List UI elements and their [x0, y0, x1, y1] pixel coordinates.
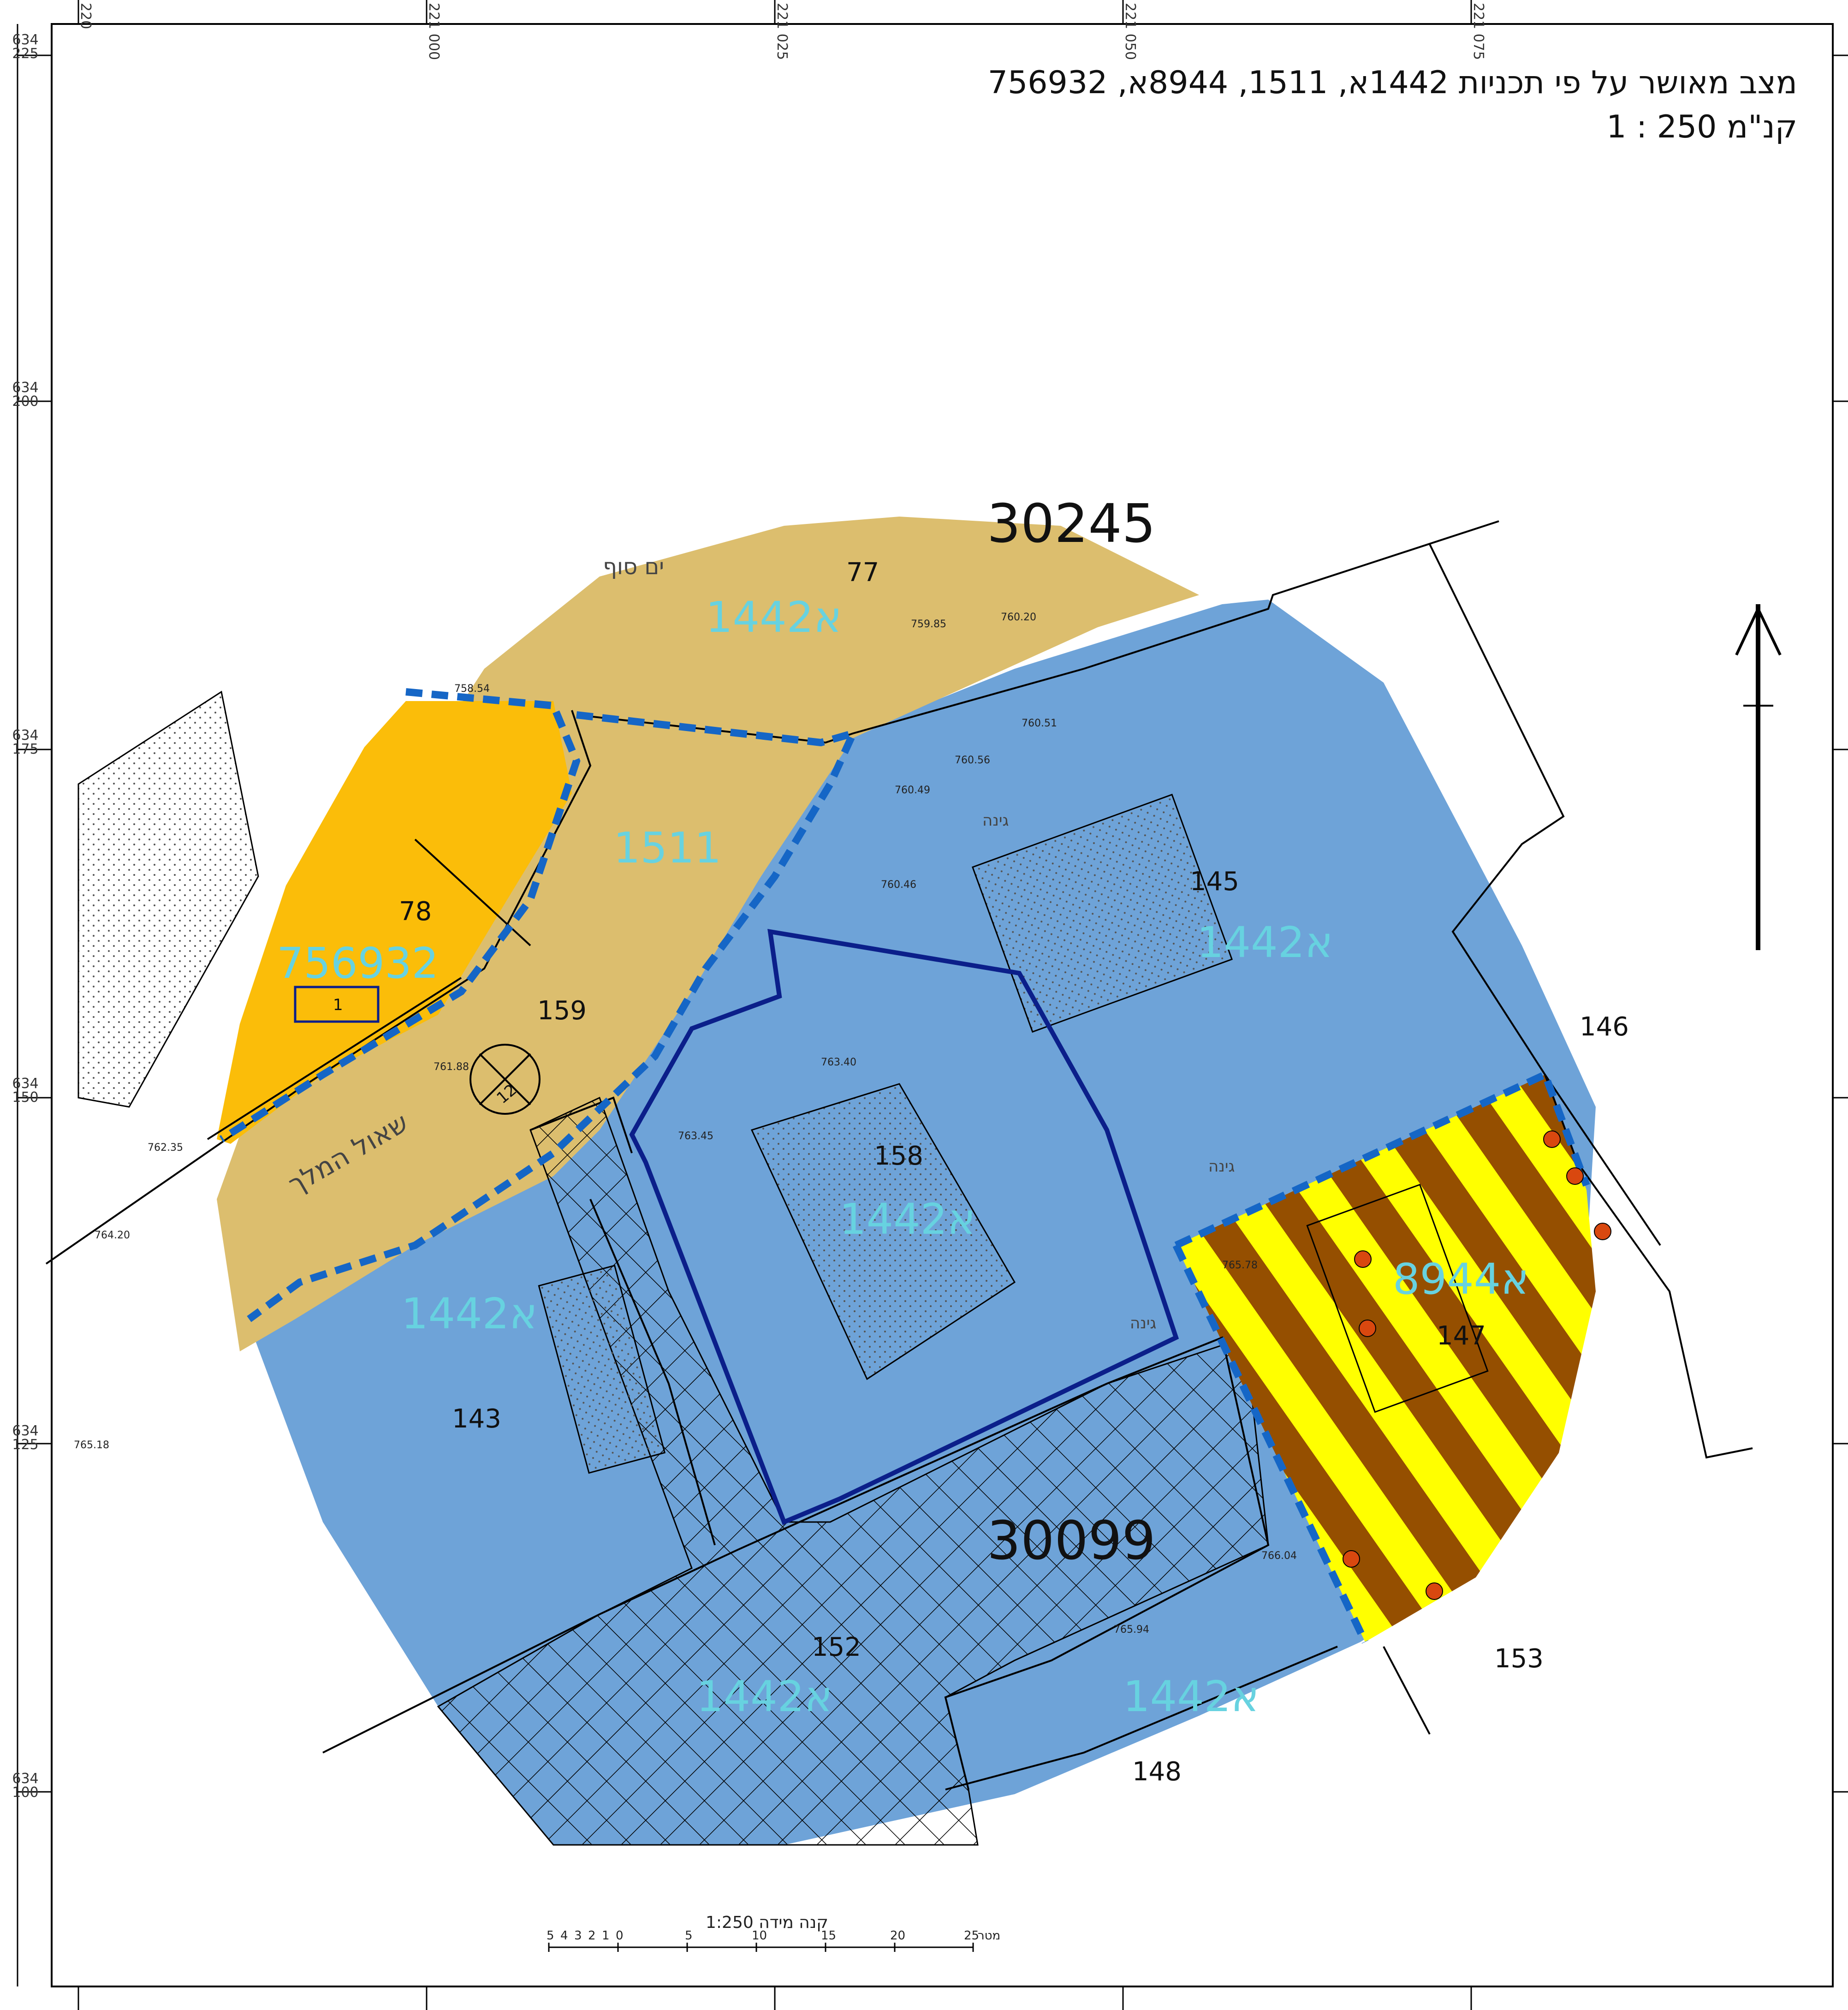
scale-tick-8: 10 [752, 1929, 767, 1943]
grid-label-top-5: 221 075 [1470, 3, 1486, 60]
unit-box [294, 986, 380, 1023]
map-scale-subtitle: קנ"מ 250 : 1 [1606, 109, 1797, 145]
parcel-77: 77 [846, 558, 879, 588]
elevation-12: 762.35 [148, 1142, 183, 1154]
grid-label-left-4: 634 150 [12, 1076, 39, 1106]
elevation-15: 766.04 [1261, 1550, 1297, 1562]
elevation-10: 758.54 [454, 683, 490, 695]
parcel-148: 148 [1132, 1757, 1182, 1787]
grid-label-top-3: 221 025 [774, 3, 790, 60]
parcel-152: 152 [812, 1632, 861, 1662]
grid-ticks [18, 0, 1848, 2010]
grid-label-left-5: 634 125 [12, 1423, 39, 1453]
elevation-5: 763.40 [821, 1057, 856, 1068]
scale-unit: מטר [978, 1929, 1000, 1943]
plan-label-1442-east: 1442א [1197, 918, 1333, 967]
elevation-2: 760.56 [955, 755, 990, 766]
north-arrow [1735, 604, 1782, 950]
grid-label-top-1: 220 [77, 3, 94, 30]
plan-boundaries [219, 688, 1590, 1644]
elevation-14: 765.18 [74, 1439, 109, 1451]
grid-label-left-2: 634 200 [12, 380, 39, 410]
parcel-153: 153 [1494, 1644, 1544, 1674]
tree-markers [1343, 1130, 1611, 1600]
scale-tick-7: 5 [685, 1929, 693, 1943]
elevation-labels: 760.51 760.56 760.49 760.46 763.40 763.4… [74, 612, 1297, 1635]
scale-tick-5: 1 [602, 1929, 610, 1943]
plan-label-1511: 1511 [613, 823, 721, 873]
parcel-146: 146 [1580, 1012, 1629, 1042]
grid-label-left-6: 634 100 [12, 1771, 39, 1801]
parcel-158: 158 [874, 1141, 923, 1171]
elevation-9: 759.85 [911, 618, 946, 630]
map-title: מצב מאושר על פי תכניות 1442א, 1511, 8944… [987, 65, 1797, 101]
parcel-143: 143 [452, 1404, 501, 1434]
plan-label-1442-north: 1442א [706, 593, 842, 642]
scale-text: קנה מידה 1:250 5 4 3 2 1 0 5 10 15 20 25… [547, 1913, 1000, 1943]
zone-8944 [1176, 1075, 1596, 1642]
elevation-11: 761.88 [434, 1061, 469, 1073]
scale-tick-11: 25 [964, 1929, 979, 1943]
hatched-area [437, 1096, 1269, 1846]
block-30245-label: 30245 [987, 493, 1156, 555]
scale-tick-9: 15 [821, 1929, 836, 1943]
zone-756932 [217, 701, 572, 1144]
plan-label-1442-west: 1442א [401, 1289, 538, 1338]
plan-labels: 1442א 1442א 1442א 1442א 1442א 1442א 1511… [277, 593, 1529, 1721]
scale-tick-4: 2 [588, 1929, 596, 1943]
scale-tick-3: 3 [574, 1929, 582, 1943]
scale-caption: קנה מידה 1:250 [706, 1913, 828, 1932]
elevation-8: 760.20 [1001, 612, 1036, 623]
plan-label-1442-center: 1442א [839, 1195, 976, 1244]
label-ginna-3: גינה [982, 811, 1009, 830]
road-lines [45, 520, 1753, 1790]
grid-label-top-4: 221 050 [1122, 3, 1138, 60]
scale-tick-10: 20 [890, 1929, 905, 1943]
parcel-159: 159 [537, 996, 587, 1026]
map-frame [51, 23, 1834, 1987]
plan-label-8944: 8944א [1393, 1255, 1529, 1304]
block-30099-label: 30099 [987, 1510, 1156, 1572]
elevation-13: 764.20 [95, 1230, 130, 1241]
circle-marker [469, 1044, 541, 1115]
elevation-16: 765.94 [1114, 1624, 1149, 1635]
label-ginna-2: גינה [1208, 1157, 1235, 1176]
scale-bar [548, 1943, 974, 1952]
building-footprints [77, 690, 1489, 1474]
scale-tick-2: 4 [560, 1929, 568, 1943]
label-ginna-1: גינה [1130, 1314, 1156, 1332]
plan-label-1442-southeast: 1442א [1123, 1672, 1260, 1721]
elevation-1: 760.51 [1022, 718, 1057, 729]
parcel-147: 147 [1437, 1321, 1486, 1351]
elevation-3: 760.49 [895, 785, 930, 796]
grid-label-left-3: 634 175 [12, 727, 39, 757]
elevation-4: 760.46 [881, 879, 916, 891]
parcel-78: 78 [399, 897, 432, 927]
scale-tick-1: 5 [547, 1929, 554, 1943]
parcel-numbers: 77 78 159 145 146 158 147 143 152 148 15… [399, 558, 1629, 1787]
elevation-7: 765.78 [1222, 1260, 1258, 1271]
plan-label-756932: 756932 [277, 939, 439, 988]
scale-tick-6: 0 [616, 1929, 624, 1943]
elevation-6: 763.45 [678, 1130, 713, 1142]
plan-label-1442-south: 1442א [696, 1672, 833, 1721]
parcel-145: 145 [1190, 867, 1239, 897]
grid-label-top-2: 221 000 [426, 3, 442, 60]
boundary-158 [629, 928, 1179, 1525]
grid-label-left-1: 634 225 [12, 32, 39, 62]
street-yam-suf: ים סוף [603, 554, 664, 580]
unit-number: 1 [333, 996, 343, 1014]
